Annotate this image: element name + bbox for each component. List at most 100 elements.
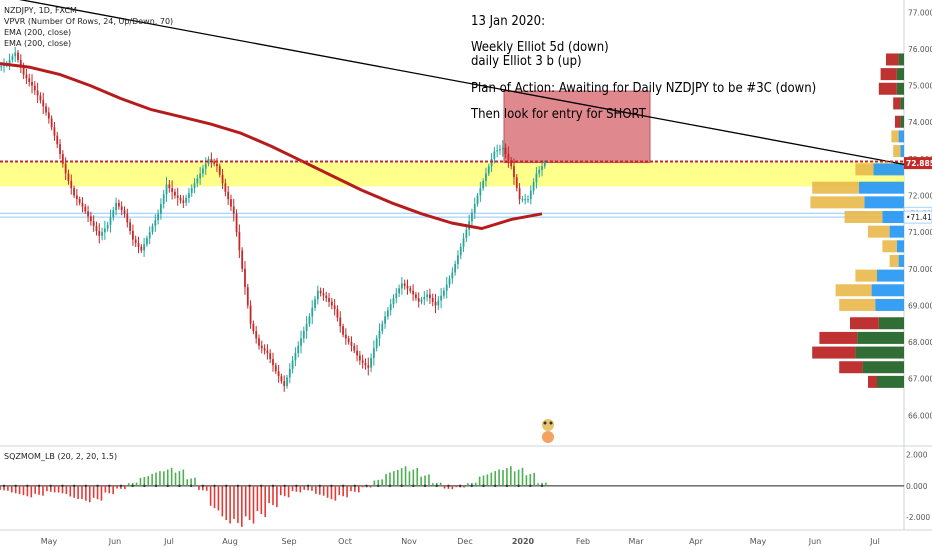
candle-body <box>258 338 260 346</box>
candle-body <box>174 191 176 196</box>
candle-body <box>409 288 412 291</box>
price-tick-label: 74.000 <box>908 118 932 127</box>
squeeze-dot <box>423 484 427 488</box>
candle-body <box>274 365 277 372</box>
candle-body <box>490 158 493 167</box>
volume-profile-up-bar <box>857 331 904 344</box>
candle-body <box>300 338 302 346</box>
squeeze-dot <box>470 484 474 488</box>
idea-marker-icon[interactable] <box>542 419 554 443</box>
squeeze-dot <box>388 484 392 488</box>
volume-profile-up-bar <box>875 298 904 311</box>
candle-body <box>350 342 353 346</box>
candle-body <box>137 243 140 247</box>
squeeze-dot <box>400 484 403 488</box>
squeeze-dot <box>271 484 275 488</box>
time-tick-label: May <box>750 537 767 546</box>
volume-profile-up-bar <box>855 346 904 359</box>
candle-body <box>218 166 221 175</box>
candle-body <box>513 166 515 178</box>
volume-profile-down-bar <box>835 284 872 297</box>
candle-body <box>22 67 25 75</box>
indicator-legend-vpvr[interactable]: VPVR (Number Of Rows, 24, Up/Down, 70) <box>4 17 173 26</box>
candle-body <box>95 226 98 231</box>
squeeze-dot <box>201 484 205 488</box>
volume-profile-down-bar <box>891 130 899 143</box>
candle-body <box>162 194 165 205</box>
candle-body <box>302 331 305 339</box>
candle-body <box>344 334 347 339</box>
squeeze-dot <box>353 484 357 488</box>
volume-profile-up-bar <box>882 211 904 223</box>
candle-body <box>412 290 415 295</box>
squeeze-dot <box>236 484 240 488</box>
candle-body <box>75 195 78 200</box>
indicator-legend-ema-2[interactable]: EMA (200, close) <box>4 39 71 48</box>
candle-body <box>196 178 199 184</box>
candle-body <box>499 149 501 151</box>
volume-profile-up-bar <box>896 82 904 95</box>
short-zone <box>503 90 651 164</box>
squeeze-dot <box>143 484 146 488</box>
oscillator-legend[interactable]: SQZMOM_LB (20, 2, 20, 1.5) <box>4 452 117 461</box>
candle-body <box>45 106 47 113</box>
candle-body <box>347 338 350 343</box>
price-tick-label: 72.000 <box>908 192 932 201</box>
time-tick-label: Jul <box>163 537 174 546</box>
time-tick-label: Dec <box>457 537 472 546</box>
price-tick-label: 76.000 <box>908 45 932 54</box>
candle-body <box>81 202 84 207</box>
volume-profile-down-bar <box>812 346 856 359</box>
volume-profile-down-bar <box>886 53 899 66</box>
volume-profile-up-bar <box>889 225 904 238</box>
price-badge <box>904 157 932 170</box>
price-tick-label: 77.000 <box>908 8 932 17</box>
candle-body <box>47 112 50 119</box>
candle-body <box>487 166 490 174</box>
squeeze-dot <box>283 484 286 488</box>
indicator-legend-ema-1[interactable]: EMA (200, close) <box>4 28 71 37</box>
squeeze-dot <box>213 484 216 488</box>
volume-profile-down-bar <box>812 181 859 194</box>
price-badge-label: •71.411 <box>906 213 932 222</box>
time-tick-label: Feb <box>576 537 590 546</box>
candle-body <box>241 250 244 269</box>
candle-body <box>221 174 224 184</box>
candle-body <box>185 197 188 203</box>
volume-profile-down-bar <box>855 269 877 282</box>
squeeze-dot <box>318 484 321 488</box>
squeeze-dot <box>517 484 520 488</box>
candle-body <box>115 202 117 211</box>
candle-body <box>213 161 216 164</box>
volume-profile-up-bar <box>898 130 904 143</box>
volume-profile-down-bar <box>893 97 901 110</box>
candle-body <box>330 301 333 306</box>
candle-body <box>479 188 482 196</box>
squeeze-dot <box>494 484 497 488</box>
squeeze-dot <box>260 484 263 488</box>
candle-body <box>328 298 330 302</box>
squeeze-dot <box>2 484 6 488</box>
squeeze-dot <box>14 484 17 488</box>
squeeze-dot <box>529 484 532 488</box>
candle-body <box>311 307 314 317</box>
candle-body <box>106 224 109 229</box>
squeeze-dot <box>96 484 99 488</box>
volume-profile-up-bar <box>898 53 904 66</box>
candle-body <box>510 160 513 167</box>
note-line-4: daily Elliot 3 b (up) <box>471 54 582 69</box>
volume-profile-down-bar <box>868 225 890 238</box>
candle-body <box>109 217 112 225</box>
candle-body <box>493 151 496 159</box>
candle-body <box>39 95 42 101</box>
candle-body <box>143 244 146 251</box>
volume-profile-up-bar <box>873 163 904 176</box>
squeeze-dot <box>178 484 181 488</box>
candle-body <box>123 210 126 214</box>
candle-body <box>263 348 266 351</box>
price-tick-label: 68.000 <box>908 338 932 347</box>
volume-profile-down-bar <box>810 196 865 209</box>
price-tick-label: 66.000 <box>908 411 932 420</box>
candle-body <box>33 85 36 91</box>
